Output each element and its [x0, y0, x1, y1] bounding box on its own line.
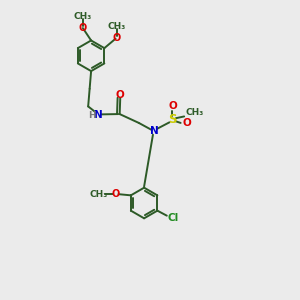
Text: CH₃: CH₃	[186, 108, 204, 117]
Text: H: H	[88, 111, 96, 120]
Text: S: S	[168, 113, 177, 127]
Text: O: O	[111, 189, 120, 199]
Text: Cl: Cl	[167, 213, 178, 223]
Text: O: O	[79, 23, 87, 33]
Text: O: O	[116, 90, 124, 100]
Text: O: O	[182, 118, 191, 128]
Text: CH₃: CH₃	[108, 22, 126, 31]
Text: O: O	[168, 101, 177, 111]
Text: N: N	[150, 126, 158, 136]
Text: CH₃: CH₃	[74, 12, 92, 21]
Text: N: N	[94, 110, 103, 120]
Text: CH₃: CH₃	[90, 190, 108, 199]
Text: O: O	[113, 32, 121, 43]
